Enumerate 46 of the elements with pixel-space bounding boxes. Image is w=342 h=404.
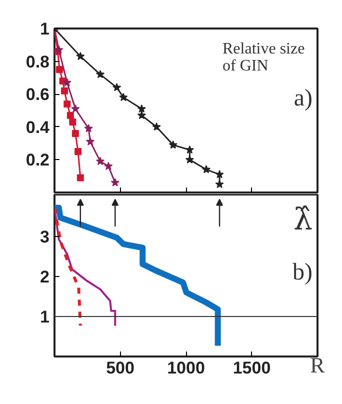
point [71,104,80,113]
y-tick-label: 1 [40,20,50,38]
point [185,155,194,164]
point [104,162,113,170]
point [119,92,128,102]
point [62,78,72,86]
point [202,165,211,174]
annotation: Relative size of GIN [222,40,305,74]
y-tick-label: 0.6 [26,85,50,104]
point [137,104,146,113]
point [86,137,95,146]
x-axis-title: R [310,352,326,378]
point [112,83,122,92]
point [185,145,194,154]
y-tick-label: 0.2 [26,150,50,170]
y-tick-label: 0.8 [26,52,50,72]
point [66,112,74,119]
point [84,124,93,132]
point [60,87,68,94]
y-tick-label: 0.4 [26,118,50,137]
point [137,110,146,120]
x-tick-label: 1000 [167,358,205,378]
point [96,156,105,166]
point [76,52,85,60]
point [76,174,84,182]
x-tick-label: 500 [106,358,134,378]
annotation: b) [292,260,313,286]
y-tick-label: 3 [40,228,50,246]
line-series [54,206,82,328]
point [215,180,224,188]
point [96,70,105,78]
point [54,45,64,54]
point [69,118,76,126]
point [152,122,161,131]
point [56,66,63,73]
x-tick-label: 1500 [232,358,271,378]
annotation: a) [294,86,313,112]
point [168,140,178,149]
point [72,130,79,137]
point [64,100,71,108]
annotation: λ̂ [293,202,312,238]
point [215,170,224,178]
point [110,178,120,186]
y-tick-label: 2 [40,268,50,286]
y-tick-label: 1 [40,308,50,326]
point [74,148,82,155]
